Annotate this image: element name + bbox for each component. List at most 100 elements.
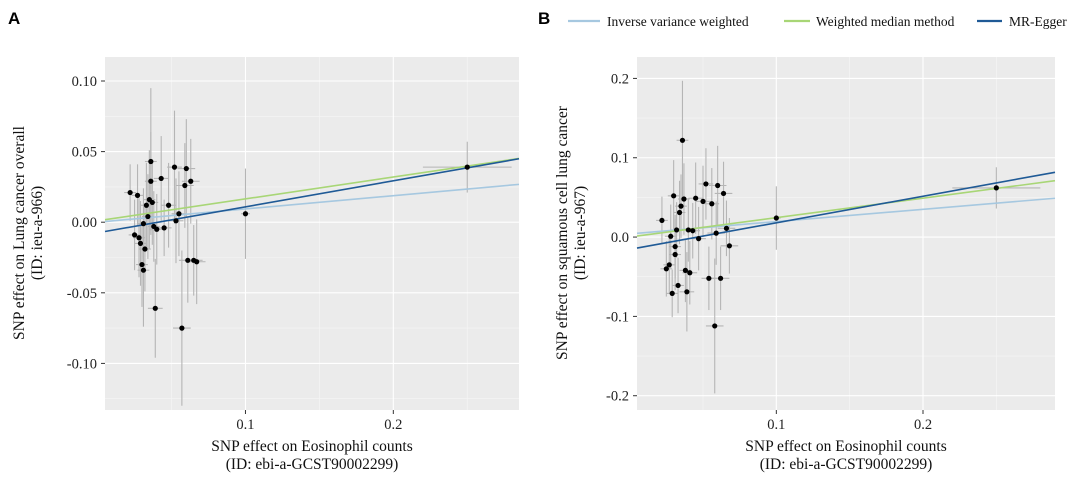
legend-item-mregger: MR-Egger xyxy=(977,14,1067,29)
fit-line-inverse-variance-weighted xyxy=(104,183,520,223)
data-point xyxy=(194,259,200,265)
data-point xyxy=(464,164,470,170)
data-point xyxy=(712,323,718,329)
data-point xyxy=(687,270,693,276)
data-point xyxy=(185,257,191,263)
data-point xyxy=(723,225,730,231)
data-point xyxy=(171,164,178,170)
y-tick-label: -0.1 xyxy=(606,309,629,325)
y-tick-label: 0.05 xyxy=(72,145,97,161)
y-tick-label: -0.2 xyxy=(606,389,629,405)
data-point xyxy=(173,218,179,224)
data-point xyxy=(137,240,144,246)
data-point xyxy=(139,261,145,268)
data-point xyxy=(674,227,680,233)
data-point xyxy=(158,175,164,182)
data-point xyxy=(676,209,683,216)
y-tick-label: 0.10 xyxy=(72,74,97,90)
panel-a-y-title: SNP effect on Lung cancer overall xyxy=(11,126,28,340)
data-point xyxy=(152,305,158,311)
panel-b-x-ticks: 0.1 0.2 xyxy=(767,410,932,433)
data-point xyxy=(666,262,672,268)
data-point xyxy=(140,267,147,273)
panel-b-plot: 0.2 0.1 0.0 -0.1 -0.2 0.1 0.2 SNP effect on E… xyxy=(554,57,1056,473)
panel-a-background xyxy=(105,57,519,410)
data-point xyxy=(183,165,189,172)
data-point xyxy=(127,189,133,196)
data-point xyxy=(675,282,681,289)
data-point xyxy=(669,290,675,296)
y-tick-label: 0.2 xyxy=(611,71,629,87)
legend-label-ivw: Inverse variance weighted xyxy=(607,14,749,29)
data-point xyxy=(715,182,721,189)
data-point xyxy=(685,227,691,233)
panel-a-x-title: SNP effect on Eosinophil counts xyxy=(211,438,413,455)
data-point xyxy=(659,217,665,224)
data-point xyxy=(713,230,719,236)
data-point xyxy=(720,190,727,197)
data-point xyxy=(148,178,154,184)
legend-item-ivw: Inverse variance weighted xyxy=(568,14,749,29)
panel-b-x-title: SNP effect on Eosinophil counts xyxy=(745,438,947,455)
data-point xyxy=(154,226,160,232)
x-tick-label: 0.1 xyxy=(767,417,785,433)
data-point xyxy=(672,251,678,258)
data-point xyxy=(142,246,148,252)
panel-b-background xyxy=(637,57,1055,410)
panel-a-x-title-id: (ID: ebi-a-GCST90002299) xyxy=(226,456,399,473)
data-point xyxy=(684,289,690,295)
y-tick-label: 0.00 xyxy=(72,215,97,231)
data-point xyxy=(188,178,194,184)
data-point xyxy=(145,213,151,220)
legend-item-wmm: Weighted median method xyxy=(784,14,955,29)
data-point xyxy=(709,201,715,207)
panel-b-letter: B xyxy=(538,9,550,28)
panel-a-plot: 0.10 0.05 0.00 -0.05 -0.10 0.1 0.2 SNP effect… xyxy=(11,57,520,473)
data-point xyxy=(696,236,702,242)
data-point xyxy=(679,137,686,143)
data-point xyxy=(671,193,677,199)
y-tick-label: 0.1 xyxy=(611,151,629,167)
data-point xyxy=(136,235,142,241)
y-tick-label: 0.0 xyxy=(611,230,629,246)
panel-b-y-title-id: (ID: ieu-a-967) xyxy=(572,186,589,280)
y-tick-label: -0.10 xyxy=(67,356,97,372)
panel-b-x-title-id: (ID: ebi-a-GCST90002299) xyxy=(760,456,933,473)
data-point xyxy=(703,181,709,187)
data-point xyxy=(993,185,999,191)
data-point xyxy=(678,203,684,209)
data-point xyxy=(140,221,147,227)
panel-a-points xyxy=(127,158,470,331)
fit-line-weighted-median-method xyxy=(104,157,520,221)
panel-a-letter: A xyxy=(8,9,20,28)
data-point xyxy=(161,225,167,231)
legend-label-wmm: Weighted median method xyxy=(816,14,955,29)
data-point xyxy=(718,275,724,281)
data-point xyxy=(706,275,712,281)
data-point xyxy=(726,243,733,249)
data-point xyxy=(690,228,696,234)
data-point xyxy=(182,182,188,189)
panel-b-y-ticks: 0.2 0.1 0.0 -0.1 -0.2 xyxy=(606,71,637,405)
panel-a-y-ticks: 0.10 0.05 0.00 -0.05 -0.10 xyxy=(67,74,105,372)
data-point xyxy=(663,266,669,272)
data-point xyxy=(165,202,172,208)
panel-a-y-title-id: (ID: ieu-a-966) xyxy=(29,186,46,280)
data-point xyxy=(176,211,182,217)
panel-b-fit-lines xyxy=(636,171,1056,249)
data-point xyxy=(242,211,249,217)
x-tick-label: 0.2 xyxy=(914,417,932,433)
data-point xyxy=(682,267,689,273)
data-point xyxy=(179,325,185,331)
data-point xyxy=(149,199,155,206)
panel-a-x-ticks: 0.1 0.2 xyxy=(236,410,402,433)
data-point xyxy=(773,215,779,221)
y-tick-label: -0.05 xyxy=(67,286,97,302)
panel-b-points xyxy=(659,137,999,329)
data-point xyxy=(148,158,154,165)
legend: Inverse variance weighted Weighted media… xyxy=(568,14,1067,29)
data-point xyxy=(143,202,149,208)
data-point xyxy=(681,196,687,202)
data-point xyxy=(131,232,138,238)
